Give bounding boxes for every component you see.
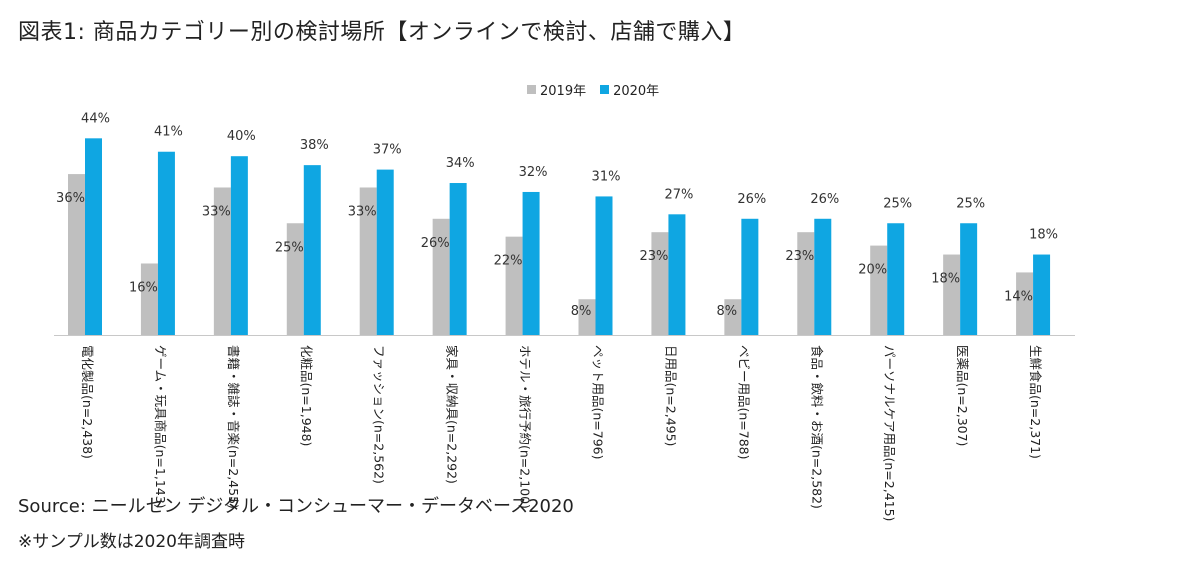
category-label-11: パーソナルケア用品(n=2,415) [882, 345, 897, 521]
chart-legend: 2019年 2020年 [527, 80, 659, 99]
bar-2020-2 [230, 156, 248, 335]
data-label-2019-0: 36% [56, 191, 85, 206]
data-label-2020-1: 41% [154, 125, 183, 140]
data-label-2020-10: 26% [810, 192, 839, 207]
bar-2019-4 [359, 187, 377, 335]
category-label-3: 化粧品(n=1,948) [299, 345, 314, 446]
data-label-2020-2: 40% [227, 129, 256, 144]
bar-2019-13 [1016, 272, 1034, 335]
data-label-2019-7: 8% [571, 304, 592, 319]
data-label-2020-0: 44% [81, 111, 110, 126]
bar-2020-9 [741, 218, 759, 335]
data-label-2020-9: 26% [737, 192, 766, 207]
bar-2019-6 [505, 236, 523, 335]
data-label-2020-5: 34% [446, 156, 475, 171]
legend-item-2020: 2020年 [600, 80, 659, 99]
bar-2019-0 [68, 174, 85, 335]
bar-2020-10 [814, 218, 832, 335]
category-label-1: ゲーム・玩具商品(n=1,143) [153, 345, 168, 509]
data-label-2019-3: 25% [275, 240, 304, 255]
bar-2020-12 [960, 223, 978, 335]
data-label-2019-10: 23% [785, 249, 814, 264]
data-label-2020-8: 27% [664, 187, 693, 202]
category-label-9: ベビー用品(n=788) [736, 345, 751, 460]
bar-2019-10 [797, 232, 815, 335]
bar-2019-3 [286, 223, 304, 335]
bar-2020-4 [376, 169, 394, 335]
data-label-2020-13: 18% [1029, 228, 1058, 243]
data-label-2019-12: 18% [931, 272, 960, 287]
category-label-5: 家具・収納具(n=2,292) [445, 345, 460, 484]
chart-title: 図表1: 商品カテゴリー別の検討場所【オンラインで検討、店舗で購入】 [18, 20, 746, 45]
source-note: Source: ニールセン デジタル・コンシューマー・データベース2020 [18, 496, 574, 517]
bar-2019-7 [578, 299, 596, 335]
data-label-2019-5: 26% [421, 236, 450, 251]
category-label-7: ペット用品(n=796) [591, 345, 606, 460]
category-label-2: 書籍・雑誌・音楽(n=2,455) [226, 345, 241, 509]
data-label-2019-13: 14% [1004, 289, 1033, 304]
bar-2020-1 [157, 151, 175, 335]
category-label-13: 生鮮食品(n=2,371) [1028, 345, 1043, 459]
legend-label-2020: 2020年 [613, 84, 660, 99]
category-label-4: ファッション(n=2,562) [372, 345, 387, 484]
bar-2019-5 [432, 218, 450, 335]
bar-2020-3 [303, 165, 321, 335]
legend-item-2019: 2019年 [527, 80, 586, 99]
category-label-6: ホテル・旅行予約(n=2,100) [518, 345, 533, 509]
data-label-2019-1: 16% [129, 280, 158, 295]
bar-2020-0 [85, 138, 102, 335]
category-label-12: 医薬品(n=2,307) [955, 345, 970, 446]
category-label-10: 食品・飲料・お酒(n=2,582) [809, 345, 824, 509]
data-label-2020-4: 37% [373, 143, 402, 158]
data-label-2019-4: 33% [348, 204, 377, 219]
data-label-2019-9: 8% [717, 304, 738, 319]
data-label-2020-11: 25% [883, 196, 912, 211]
data-label-2020-6: 32% [519, 165, 548, 180]
data-label-2019-11: 20% [858, 263, 887, 278]
bar-2020-8 [668, 214, 686, 335]
bar-2020-11 [887, 223, 905, 335]
bar-2019-1 [140, 263, 158, 335]
sample-note: ※サンプル数は2020年調査時 [18, 532, 245, 552]
bar-2020-5 [449, 183, 467, 335]
bar-2020-7 [595, 196, 613, 335]
bar-2019-2 [213, 187, 231, 335]
bar-2019-11 [870, 245, 888, 335]
data-label-2020-3: 38% [300, 138, 329, 153]
data-label-2020-7: 31% [592, 169, 621, 184]
legend-swatch-2019 [527, 85, 536, 94]
data-label-2020-12: 25% [956, 196, 985, 211]
legend-swatch-2020 [600, 85, 610, 94]
data-label-2019-2: 33% [202, 204, 231, 219]
category-label-8: 日用品(n=2,495) [663, 345, 678, 446]
category-label-0: 電化製品(n=2,438) [80, 345, 95, 459]
bar-2020-6 [522, 191, 540, 335]
bar-2020-13 [1033, 254, 1051, 335]
data-label-2019-8: 23% [639, 249, 668, 264]
bar-2019-12 [943, 254, 961, 335]
bar-2019-9 [724, 299, 742, 335]
bar-2019-8 [651, 232, 669, 335]
legend-label-2019: 2019年 [540, 84, 587, 99]
data-label-2019-6: 22% [494, 254, 523, 269]
